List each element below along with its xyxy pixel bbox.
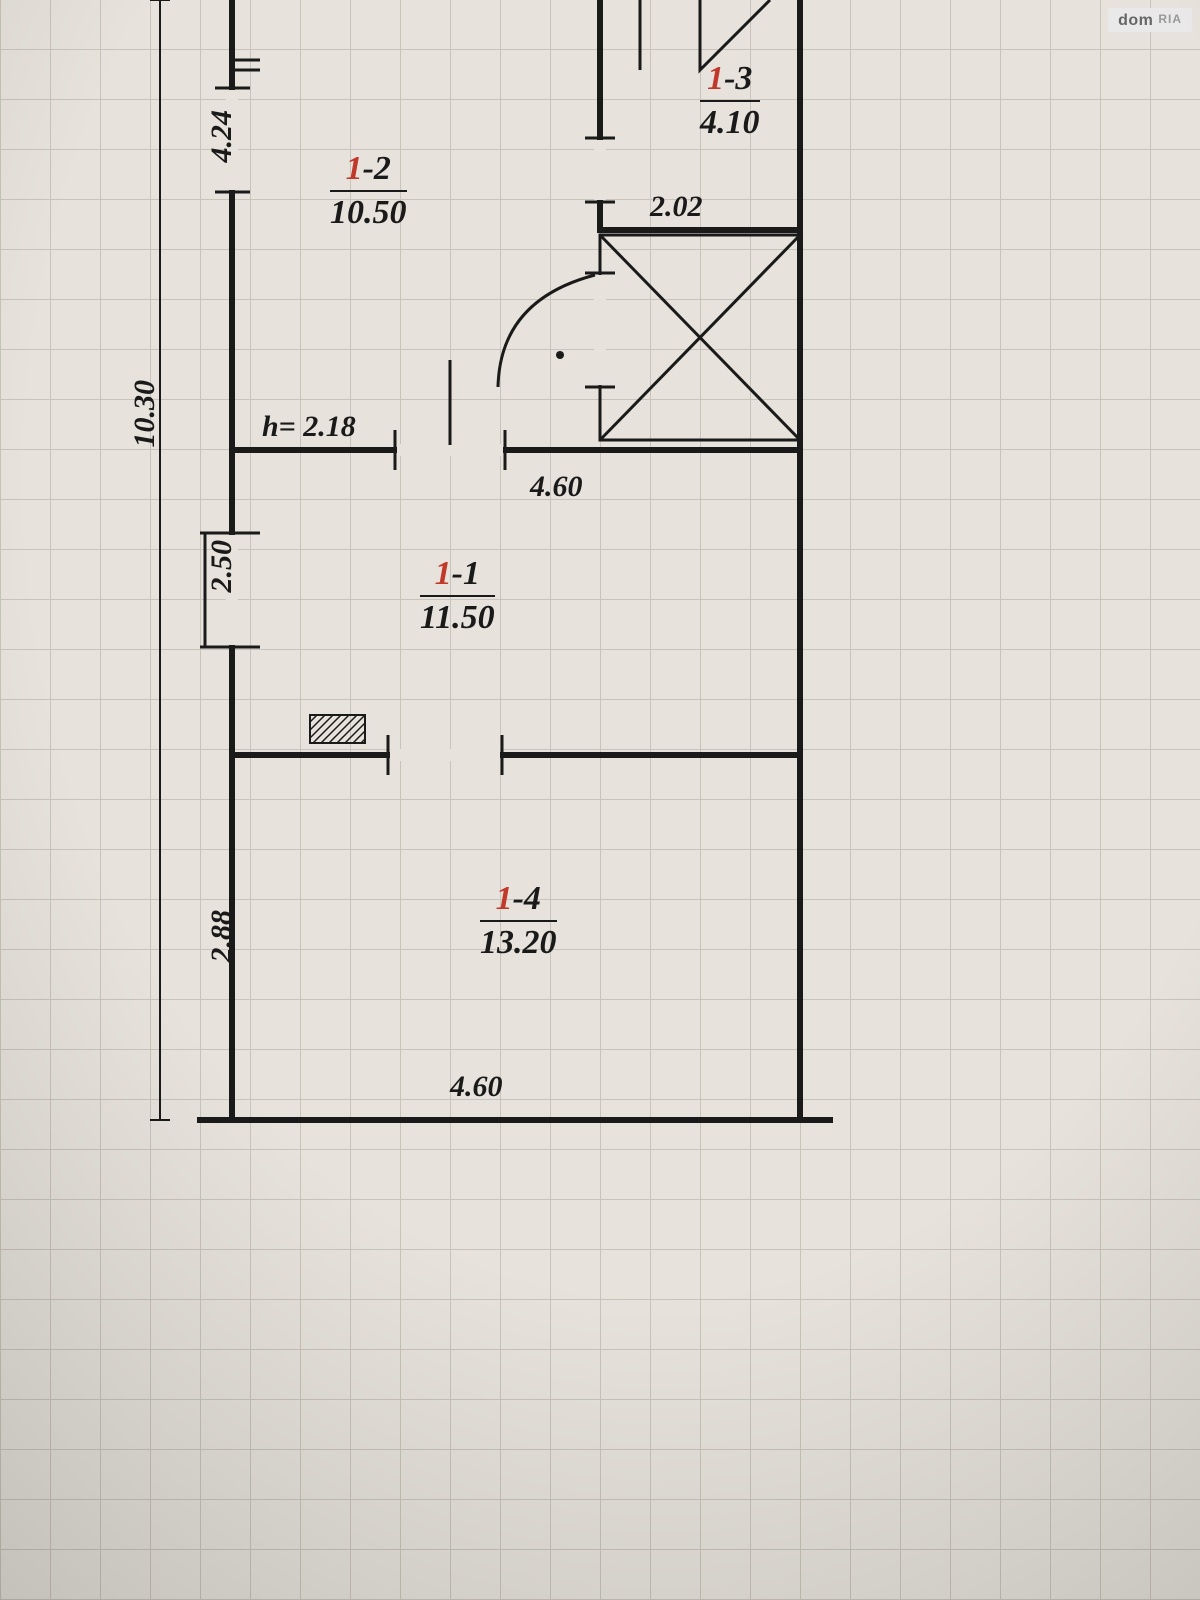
room-label-r1: 1-1 11.50 [420, 555, 495, 637]
dim-total-height: 10.30 [128, 380, 162, 448]
door-knob [556, 351, 564, 359]
closet-door-gap [594, 275, 606, 385]
plan-svg [0, 0, 1200, 1600]
dim-r1-side: 2.50 [205, 540, 239, 593]
height-note: h= 2.18 [262, 410, 356, 444]
door-opening-r1-r4 [390, 749, 500, 761]
watermark-main: dom [1118, 12, 1153, 29]
floor-hatch [310, 715, 365, 743]
dim-bottom: 4.60 [450, 1070, 503, 1104]
floor-plan-page: 10.30 4.24 2.50 2.88 h= 2.18 4.60 2.02 4… [0, 0, 1200, 1600]
watermark-sub: RIA [1158, 12, 1182, 26]
room-label-r3: 1-3 4.10 [700, 60, 760, 142]
closet-door-arc [498, 275, 595, 387]
door-opening [397, 444, 503, 456]
room-label-r4: 1-4 13.20 [480, 880, 557, 962]
watermark-badge: dom RIA [1108, 8, 1192, 32]
room-label-r2: 1-2 10.50 [330, 150, 407, 232]
dim-r1-top: 4.60 [530, 470, 583, 504]
dim-r2-side: 4.24 [205, 110, 239, 163]
dim-r4-side: 2.88 [205, 910, 239, 963]
dim-r3-width: 2.02 [650, 190, 703, 224]
door-opening-r3 [594, 140, 606, 200]
